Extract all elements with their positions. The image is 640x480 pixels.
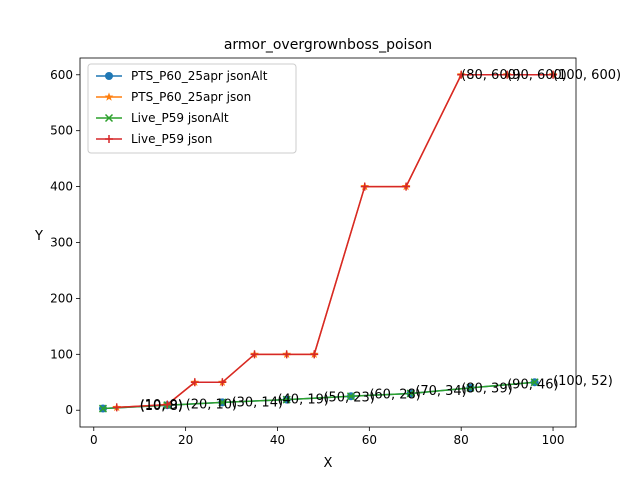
legend-label: PTS_P60_25apr json bbox=[131, 90, 251, 104]
x-tick-label: 100 bbox=[542, 433, 565, 447]
legend-item: PTS_P60_25apr jsonAlt bbox=[96, 69, 268, 83]
legend-label: Live_P59 jsonAlt bbox=[131, 111, 229, 125]
data-point bbox=[360, 182, 369, 191]
data-label: (20, 10) bbox=[186, 398, 238, 413]
data-point bbox=[310, 350, 319, 359]
x-tick-label: 20 bbox=[178, 433, 193, 447]
legend: PTS_P60_25apr jsonAlt PTS_P60_25apr json L… bbox=[87, 63, 297, 154]
data-label: (30, 14) bbox=[232, 395, 283, 410]
legend-marker bbox=[104, 113, 114, 123]
y-tick-label: 100 bbox=[50, 347, 73, 361]
series-line bbox=[116, 74, 554, 409]
data-label: (60, 28) bbox=[369, 388, 421, 403]
y-tick-label: 400 bbox=[50, 180, 73, 194]
data-point bbox=[457, 70, 466, 79]
data-point bbox=[406, 389, 415, 398]
data-label: (100, 52) bbox=[553, 374, 613, 389]
legend-item: Live_P59 json bbox=[96, 132, 212, 146]
data-label: (50, 23) bbox=[323, 390, 375, 405]
legend-label: Live_P59 json bbox=[131, 132, 212, 146]
axes: 0 20 40 60 80 100 0 100 200 300 400 500 600 bbox=[50, 57, 577, 447]
data-label: (80, 39) bbox=[461, 381, 513, 396]
data-label: (100, 600) bbox=[553, 68, 621, 83]
chart-title: armor_overgrownboss_poison bbox=[224, 37, 432, 53]
x-tick-label: 80 bbox=[454, 433, 469, 447]
data-point bbox=[346, 392, 355, 401]
series-4 bbox=[112, 70, 558, 412]
data-label: (10, 8) bbox=[140, 399, 183, 414]
data-point bbox=[98, 404, 107, 413]
legend-item: PTS_P60_25apr json bbox=[96, 90, 251, 104]
data-point bbox=[282, 350, 291, 359]
x-tick-label: 40 bbox=[270, 433, 285, 447]
y-tick-label: 300 bbox=[50, 236, 73, 250]
data-point bbox=[250, 350, 259, 359]
data-point bbox=[112, 403, 121, 412]
data-point bbox=[190, 378, 199, 387]
legend-marker bbox=[105, 72, 113, 80]
legend-box bbox=[87, 63, 297, 154]
y-tick-label: 500 bbox=[50, 124, 73, 138]
x-tick-label: 60 bbox=[362, 433, 377, 447]
data-point bbox=[163, 400, 172, 409]
data-label: (90, 600) bbox=[507, 68, 567, 83]
legend-label: PTS_P60_25apr jsonAlt bbox=[131, 69, 268, 83]
legend-item: Live_P59 jsonAlt bbox=[96, 111, 229, 125]
data-point bbox=[402, 182, 411, 191]
plot-area bbox=[98, 70, 558, 413]
data-label: (70, 34) bbox=[415, 384, 467, 399]
data-point bbox=[503, 70, 512, 79]
data-label: (10, 9) bbox=[140, 398, 183, 413]
data-label: (40, 19) bbox=[277, 393, 329, 408]
y-axis-label: Y bbox=[34, 229, 43, 244]
x-axis-label: X bbox=[324, 456, 333, 471]
x-tick-label: 0 bbox=[90, 433, 98, 447]
legend-marker bbox=[105, 135, 113, 143]
legend-marker bbox=[104, 92, 114, 101]
data-point bbox=[282, 395, 291, 404]
y-tick-label: 200 bbox=[50, 291, 73, 305]
data-label: (80, 600) bbox=[461, 68, 521, 83]
data-point bbox=[218, 398, 227, 407]
y-tick-label: 0 bbox=[65, 403, 73, 417]
y-tick-label: 600 bbox=[50, 68, 73, 82]
data-point bbox=[530, 378, 539, 387]
point-annotations: (10, 9)(10, 8) (20, 10)(30, 14)(40, 19)(5… bbox=[140, 68, 621, 414]
data-point bbox=[218, 378, 227, 387]
series-line bbox=[102, 381, 535, 410]
series-3 bbox=[98, 378, 539, 413]
data-point bbox=[549, 70, 558, 79]
data-point bbox=[466, 383, 475, 392]
data-label: (90, 46) bbox=[507, 378, 558, 393]
